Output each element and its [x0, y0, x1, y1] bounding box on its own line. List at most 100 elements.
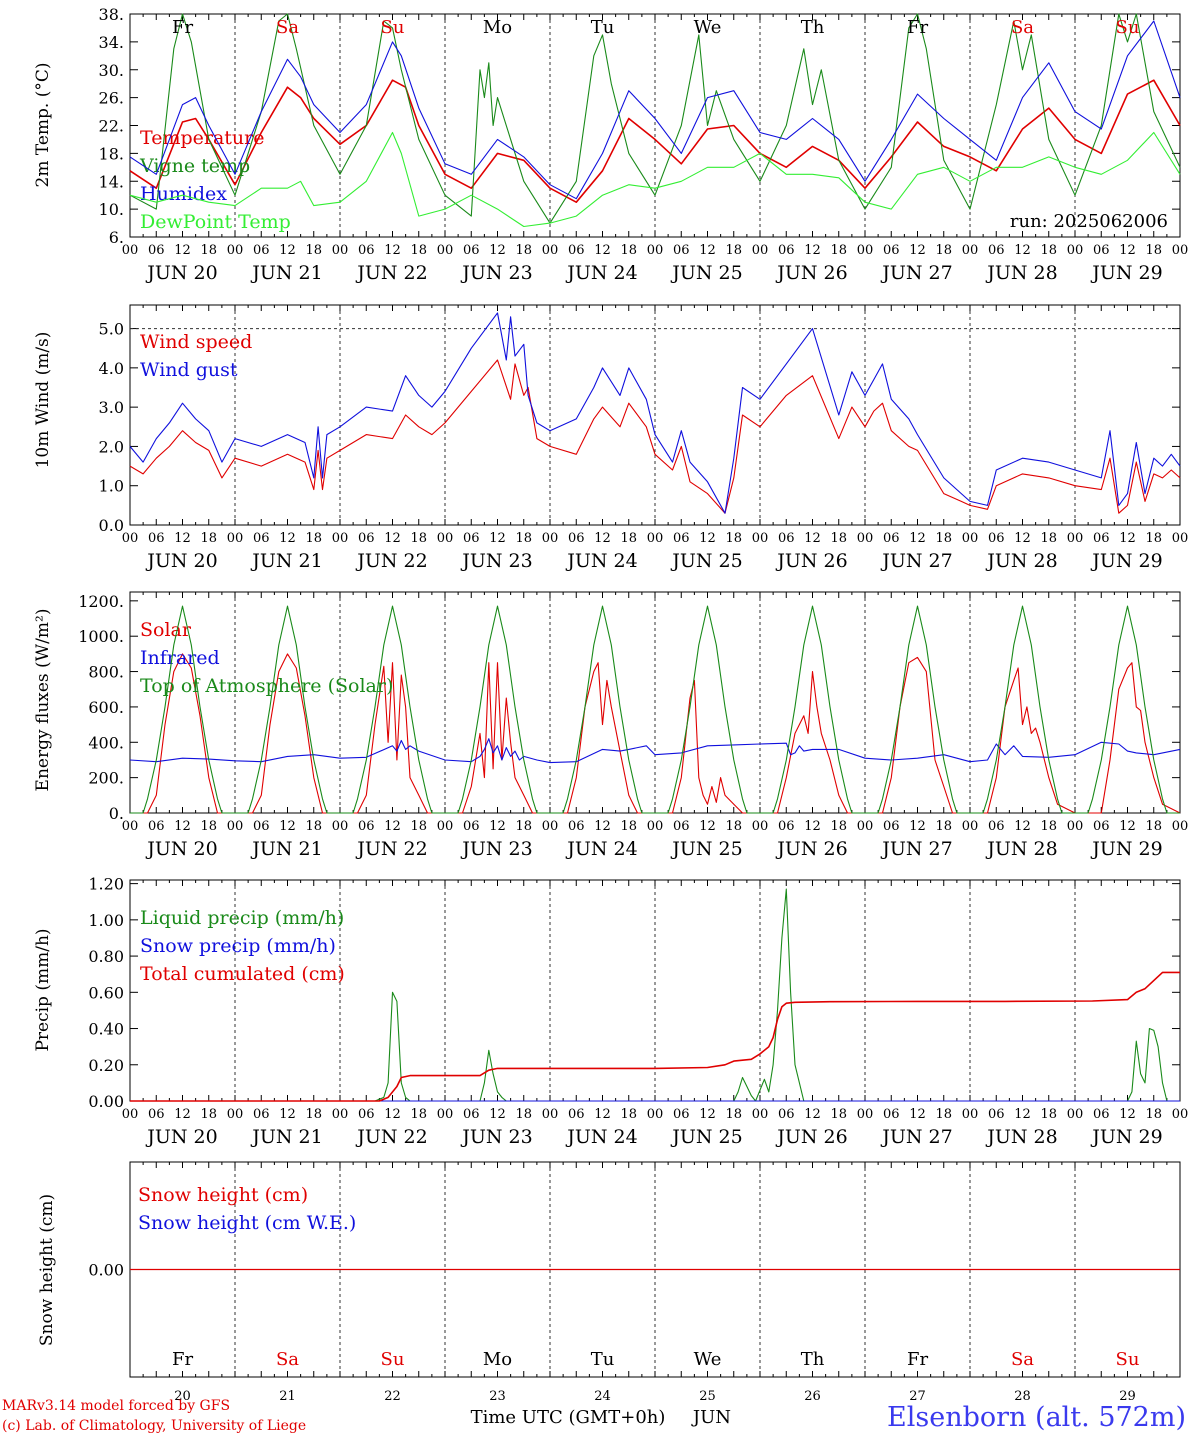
series-line-vigne-temp: [129, 13, 1181, 224]
hour-tick-label: 00: [122, 1107, 139, 1122]
hour-tick-label: 00: [647, 819, 664, 834]
date-label: JUN 26: [775, 1126, 847, 1148]
date-label: JUN 26: [775, 550, 847, 572]
hour-tick-label: 18: [410, 819, 427, 834]
series-line-wind-gust: [129, 312, 1181, 514]
date-label: JUN 25: [670, 262, 742, 284]
hour-tick-label: 00: [227, 819, 244, 834]
legend-entry: Solar: [140, 619, 192, 641]
hour-tick-label: 06: [1093, 531, 1110, 546]
date-label: JUN 22: [355, 262, 427, 284]
weekday-label: Fr: [907, 1349, 928, 1370]
y-tick-label: 0.: [109, 804, 124, 823]
hour-tick-label: 06: [463, 1107, 480, 1122]
weekday-label: Sa: [1011, 1349, 1034, 1370]
hour-tick-label: 06: [883, 531, 900, 546]
hour-tick-label: 12: [1014, 1107, 1031, 1122]
hour-tick-label: 00: [227, 243, 244, 258]
y-tick-label: 800.: [88, 663, 124, 682]
hour-tick-label: 00: [1067, 1107, 1084, 1122]
date-label: JUN 22: [355, 838, 427, 860]
y-tick-label: 3.0: [99, 398, 124, 417]
hour-tick-label: 18: [1145, 1107, 1162, 1122]
y-axis-label: Energy fluxes (W/m²): [33, 609, 53, 792]
hour-tick-label: 12: [594, 1107, 611, 1122]
hour-tick-label: 00: [122, 531, 139, 546]
hour-tick-label: 18: [515, 243, 532, 258]
hour-tick-label: 06: [1093, 1107, 1110, 1122]
date-label: JUN 25: [670, 550, 742, 572]
hour-tick-label: 00: [1172, 243, 1189, 258]
hour-tick-label: 00: [332, 1107, 349, 1122]
hour-tick-label: 06: [463, 531, 480, 546]
hour-tick-label: 00: [752, 243, 769, 258]
hour-tick-label: 18: [305, 1107, 322, 1122]
date-label: JUN 20: [145, 262, 217, 284]
hour-tick-label: 18: [830, 819, 847, 834]
date-label: JUN 28: [985, 1126, 1057, 1148]
panel-snow: 0.00 Snow height (cm) Snow height (cm) Snow…: [37, 1161, 1181, 1428]
weekday-label: Fr: [907, 17, 928, 38]
hour-tick-label: 06: [253, 819, 270, 834]
day-number-label: 21: [279, 1389, 296, 1404]
hour-tick-label: 18: [725, 243, 742, 258]
month-label: JUN: [691, 1407, 731, 1428]
hour-tick-label: 00: [1172, 531, 1189, 546]
hour-tick-label: 18: [620, 243, 637, 258]
weekday-label: We: [694, 17, 722, 38]
hour-tick-label: 06: [148, 1107, 165, 1122]
hour-tick-label: 06: [673, 531, 690, 546]
hour-tick-label: 00: [647, 243, 664, 258]
day-number-label: 25: [699, 1389, 716, 1404]
hour-tick-label: 12: [279, 243, 296, 258]
y-tick-label: 34.: [99, 33, 124, 52]
hour-tick-label: 18: [200, 531, 217, 546]
day-number-label: 24: [594, 1389, 611, 1404]
hour-tick-label: 06: [148, 243, 165, 258]
date-label: JUN 24: [565, 550, 637, 572]
date-label: JUN 24: [565, 1126, 637, 1148]
date-label: JUN 29: [1090, 262, 1162, 284]
date-label: JUN 29: [1090, 550, 1162, 572]
y-tick-label: 200.: [88, 769, 124, 788]
series-line-temperature: [129, 79, 1181, 203]
run-annotation: run: 2025062006: [1010, 211, 1168, 232]
hour-tick-label: 06: [358, 243, 375, 258]
hour-tick-label: 12: [594, 243, 611, 258]
hour-tick-label: 12: [909, 819, 926, 834]
hour-tick-label: 18: [1145, 531, 1162, 546]
hour-tick-label: 18: [725, 819, 742, 834]
hour-tick-label: 12: [384, 1107, 401, 1122]
date-label: JUN 26: [775, 838, 847, 860]
y-tick-label: 30.: [99, 61, 124, 80]
hour-tick-label: 00: [857, 531, 874, 546]
hour-tick-label: 18: [1040, 1107, 1057, 1122]
weekday-label: Sa: [276, 17, 299, 38]
hour-tick-label: 06: [568, 1107, 585, 1122]
date-label: JUN 23: [460, 262, 532, 284]
y-tick-label: 26.: [99, 89, 124, 108]
hour-tick-label: 18: [305, 243, 322, 258]
hour-tick-label: 00: [122, 243, 139, 258]
legend-entry: Liquid precip (mm/h): [140, 907, 344, 929]
legend-entry: Snow height (cm W.E.): [138, 1212, 356, 1234]
panel-wind: 5.0 4.0 3.0 2.0 1.0 0.0 10m Wind (m/s) Wind spe…: [33, 304, 1189, 572]
hour-tick-label: 06: [1093, 819, 1110, 834]
hour-tick-label: 00: [962, 243, 979, 258]
date-label: JUN 20: [145, 550, 217, 572]
y-tick-label: 0.80: [88, 947, 124, 966]
date-label: JUN 24: [565, 838, 637, 860]
hour-tick-label: 00: [437, 819, 454, 834]
day-number-label: 29: [1119, 1389, 1136, 1404]
y-tick-label: 5.0: [99, 320, 124, 339]
day-number-label: 22: [384, 1389, 401, 1404]
hour-tick-label: 06: [673, 819, 690, 834]
series-line-wind-speed: [129, 359, 1181, 514]
hour-tick-label: 18: [935, 1107, 952, 1122]
hour-tick-label: 06: [778, 531, 795, 546]
hour-tick-label: 12: [489, 1107, 506, 1122]
hour-tick-label: 12: [1119, 1107, 1136, 1122]
hour-tick-label: 12: [804, 1107, 821, 1122]
y-axis-label: Snow height (cm): [37, 1194, 57, 1346]
hour-tick-label: 00: [227, 531, 244, 546]
